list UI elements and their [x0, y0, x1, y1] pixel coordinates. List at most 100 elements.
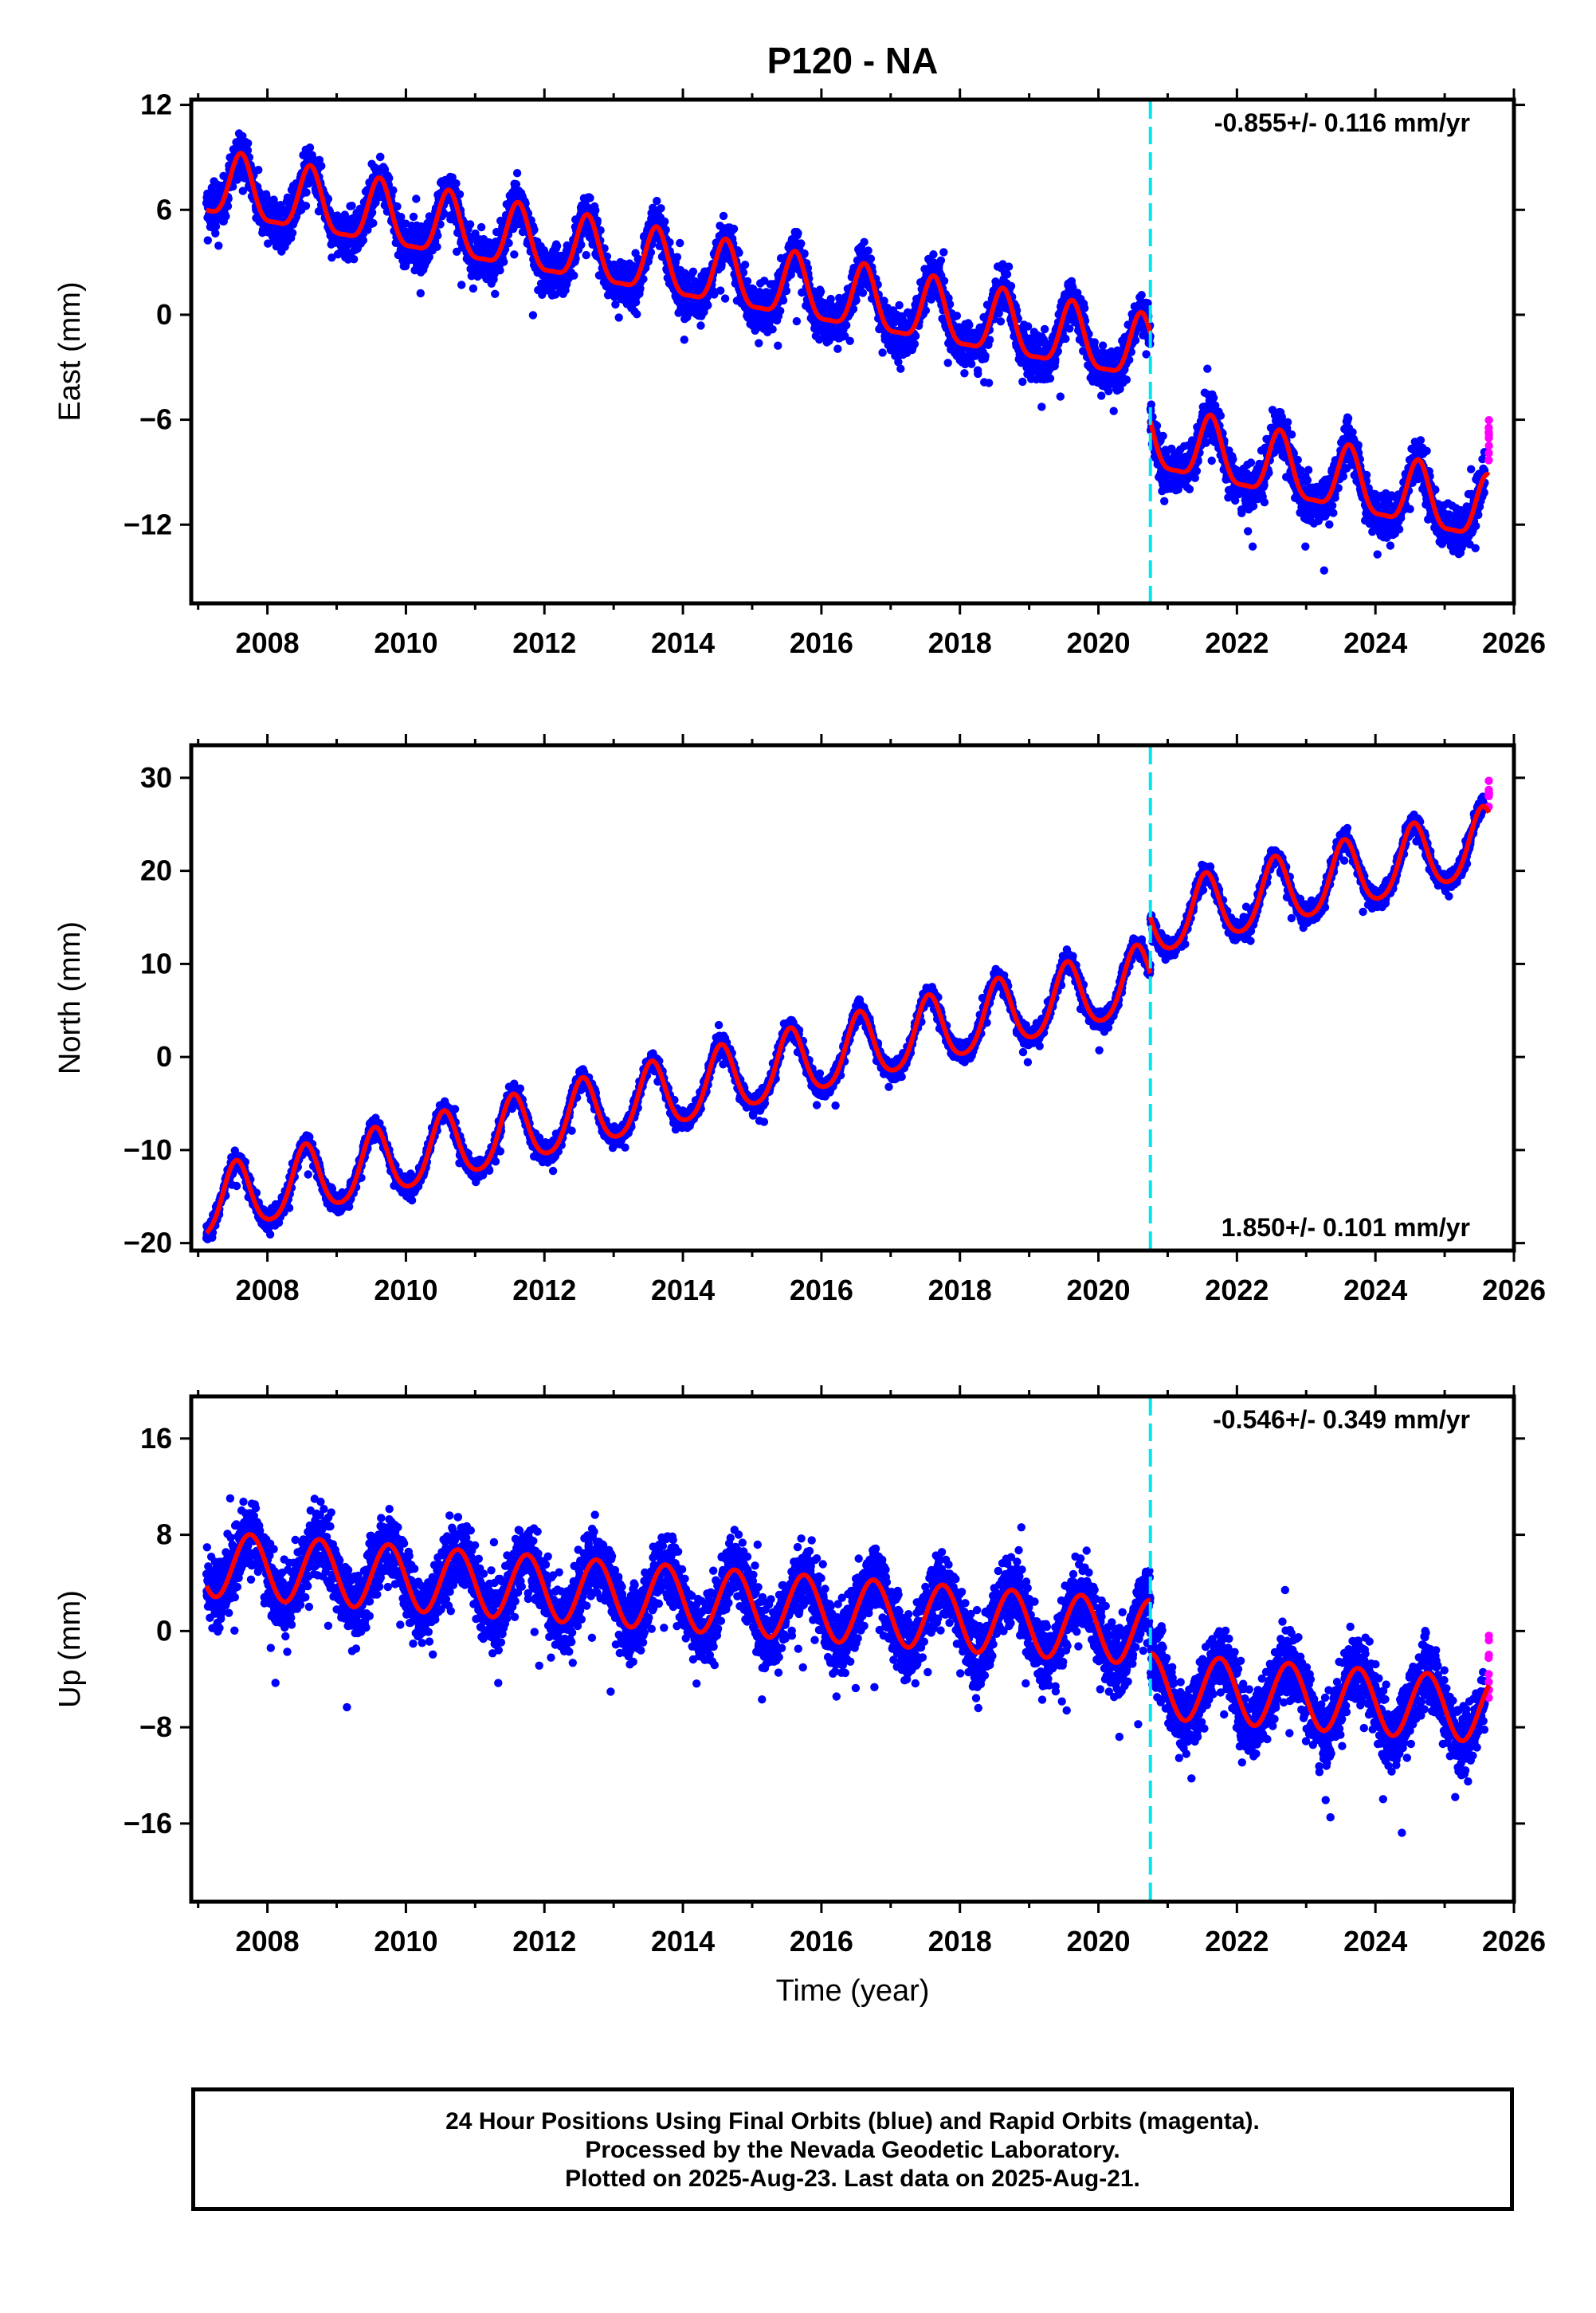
- final-orbit-point: [211, 229, 220, 238]
- final-orbit-point: [960, 369, 969, 378]
- final-orbit-point: [586, 194, 594, 202]
- final-orbit-point: [1002, 270, 1012, 279]
- final-orbit-point: [657, 204, 665, 213]
- final-orbit-point: [582, 250, 590, 260]
- final-orbit-point: [704, 300, 712, 310]
- final-orbit-point: [425, 253, 433, 261]
- final-orbit-point: [965, 320, 974, 329]
- final-orbit-point: [1109, 406, 1118, 415]
- final-orbit-point: [673, 253, 682, 261]
- final-orbit-point: [729, 224, 739, 234]
- final-orbit-point: [301, 202, 311, 210]
- final-orbit-point: [359, 236, 368, 245]
- final-orbit-point: [943, 359, 952, 367]
- final-orbit-point: [1190, 473, 1200, 482]
- final-orbit-point: [639, 274, 648, 284]
- final-orbit-point: [1080, 304, 1089, 312]
- final-orbit-point: [528, 311, 538, 320]
- final-orbit-point: [327, 253, 336, 262]
- final-orbit-point: [1137, 291, 1146, 300]
- final-orbit-point: [288, 229, 297, 238]
- final-orbit-point: [816, 287, 825, 296]
- final-orbit-point: [469, 284, 478, 293]
- final-orbit-point: [833, 344, 842, 353]
- final-orbit-points: [202, 129, 1489, 575]
- final-orbit-point: [504, 238, 513, 248]
- final-orbit-point: [1185, 485, 1194, 493]
- final-orbit-point: [866, 254, 876, 263]
- final-orbit-point: [688, 267, 698, 276]
- final-orbit-point: [1097, 391, 1106, 400]
- final-orbit-point: [476, 222, 486, 232]
- final-orbit-point: [1207, 456, 1216, 465]
- final-orbit-point: [1037, 403, 1046, 411]
- final-orbit-point: [448, 173, 457, 182]
- final-orbit-point: [797, 239, 806, 248]
- final-orbit-point: [440, 209, 449, 218]
- final-orbit-point: [409, 212, 418, 222]
- final-orbit-point: [302, 188, 311, 197]
- final-orbit-point: [591, 206, 600, 215]
- final-orbit-point: [1209, 394, 1218, 403]
- final-orbit-point: [939, 248, 948, 257]
- final-orbit-point: [842, 320, 851, 330]
- final-orbit-point: [243, 146, 253, 155]
- final-orbit-point: [452, 179, 461, 188]
- final-orbit-point: [500, 257, 508, 266]
- final-orbit-point: [778, 296, 788, 305]
- final-orbit-point: [1159, 431, 1167, 441]
- final-orbit-point: [496, 266, 504, 275]
- final-orbit-point: [552, 242, 562, 250]
- final-orbit-point: [1192, 466, 1202, 476]
- final-orbit-point: [385, 174, 394, 183]
- final-orbit-point: [455, 190, 465, 198]
- final-orbit-point: [633, 310, 641, 319]
- final-orbit-point: [661, 217, 669, 226]
- final-orbit-point: [878, 348, 887, 357]
- final-orbit-point: [845, 336, 854, 345]
- final-orbit-point: [860, 238, 869, 246]
- final-orbit-point: [317, 162, 326, 171]
- final-orbit-point: [653, 196, 661, 206]
- final-orbit-point: [512, 180, 521, 189]
- final-orbit-point: [929, 250, 938, 259]
- final-orbit-point: [864, 246, 873, 255]
- final-orbit-point: [740, 261, 750, 269]
- final-orbit-point: [1006, 281, 1016, 291]
- final-orbit-point: [1018, 377, 1027, 387]
- final-orbit-point: [211, 222, 221, 231]
- figure-title: P120 - NA: [767, 40, 939, 81]
- final-orbit-point: [952, 312, 962, 320]
- final-orbit-point: [974, 369, 982, 379]
- final-orbit-point: [223, 202, 233, 210]
- final-orbit-point: [491, 289, 500, 298]
- final-orbit-point: [996, 317, 1006, 326]
- final-orbit-point: [1160, 497, 1169, 505]
- final-orbit-point: [794, 229, 802, 238]
- final-orbit-point: [530, 226, 539, 234]
- final-orbit-point: [324, 194, 333, 203]
- final-orbit-point: [1056, 392, 1065, 401]
- final-orbit-point: [393, 202, 402, 211]
- final-orbit-point: [743, 277, 752, 285]
- final-orbit-point: [768, 325, 777, 334]
- final-orbit-point: [1104, 387, 1113, 395]
- final-orbit-point: [376, 152, 385, 161]
- final-orbit-point: [367, 208, 377, 217]
- final-orbit-point: [238, 187, 247, 195]
- final-orbit-point: [776, 306, 785, 316]
- final-orbit-point: [369, 218, 378, 228]
- final-orbit-point: [465, 220, 475, 229]
- final-orbit-point: [222, 212, 230, 221]
- final-orbit-point: [896, 364, 905, 373]
- final-orbit-point: [1229, 455, 1237, 464]
- final-orbit-point: [1061, 334, 1070, 344]
- final-orbit-point: [716, 286, 725, 295]
- final-orbit-point: [570, 271, 578, 280]
- final-orbit-point: [910, 340, 920, 348]
- final-orbit-point: [1203, 364, 1212, 373]
- final-orbit-point: [412, 194, 421, 203]
- final-orbit-point: [1040, 324, 1049, 334]
